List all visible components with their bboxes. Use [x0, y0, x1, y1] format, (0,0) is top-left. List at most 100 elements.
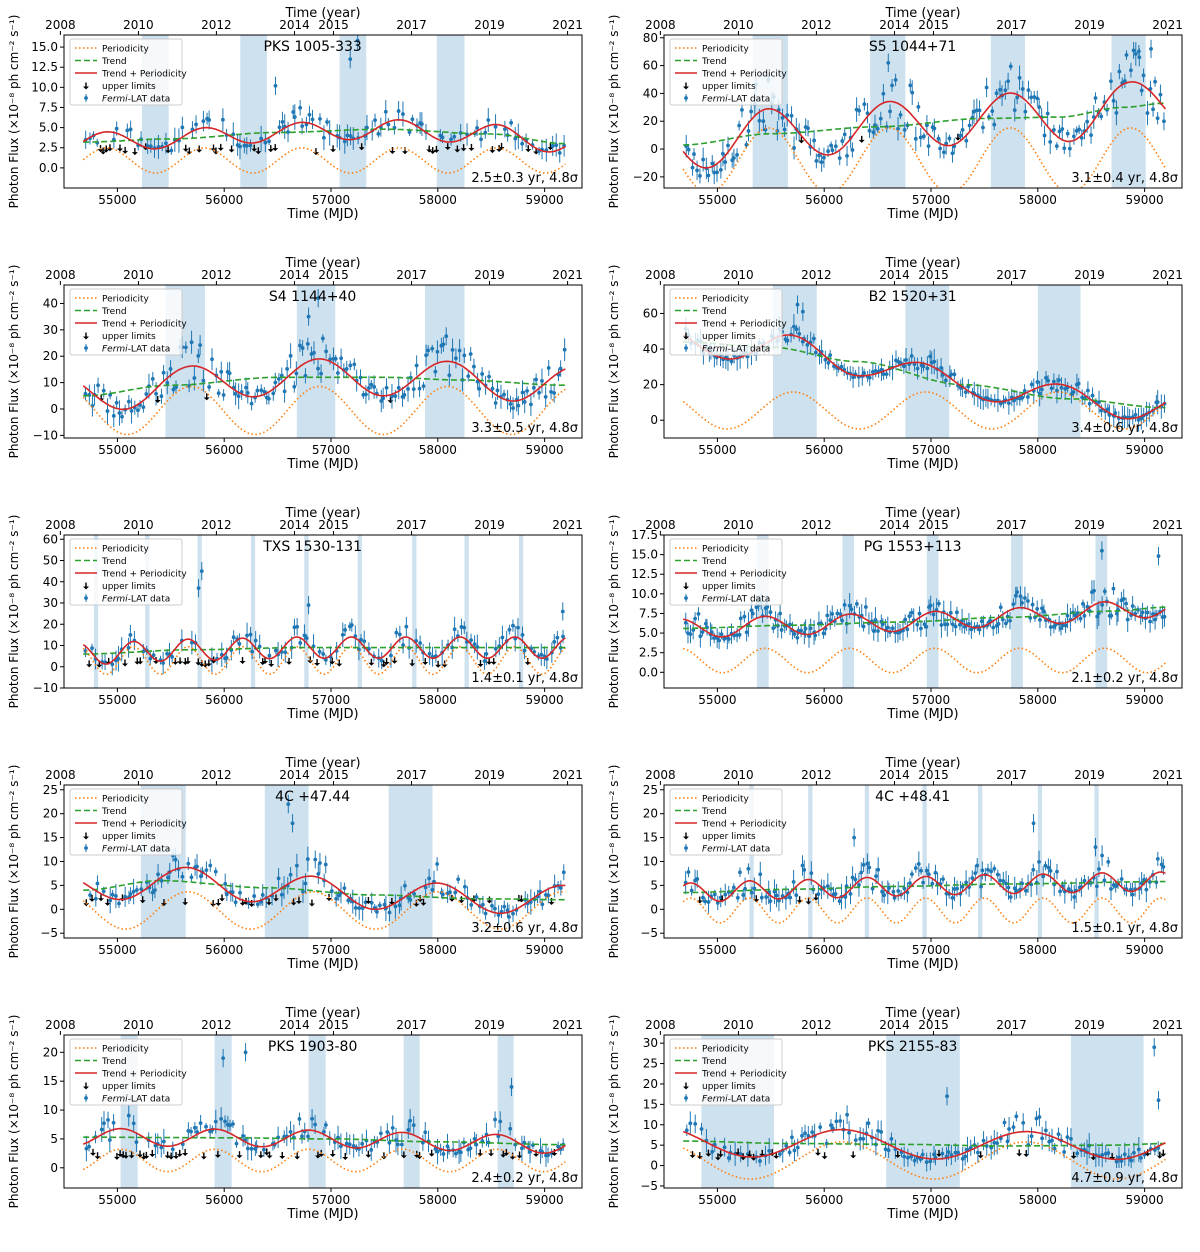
legend-data-swatch	[84, 1096, 88, 1100]
data-point	[472, 1137, 477, 1141]
shaded-band	[214, 1035, 232, 1188]
data-point	[995, 1141, 1000, 1145]
top-tick-label: 2015	[318, 518, 349, 532]
data-point	[406, 1128, 411, 1132]
data-point	[295, 624, 300, 629]
data-point	[480, 372, 485, 376]
upper-limit-arrow	[266, 1155, 273, 1159]
upper-limit-arrow	[533, 151, 540, 155]
data-point	[300, 1134, 304, 1139]
data-point	[1156, 554, 1161, 559]
data-point	[1121, 596, 1126, 601]
upper-limit-arrow	[330, 149, 337, 153]
shaded-band	[1037, 285, 1081, 438]
data-point	[552, 639, 557, 644]
data-point	[540, 379, 544, 383]
x-tick-label: 57000	[912, 943, 950, 957]
data-point	[1021, 1120, 1026, 1125]
data-point	[1042, 609, 1046, 614]
x-tick-label: 59000	[1126, 443, 1164, 457]
shaded-band	[1070, 1035, 1144, 1188]
data-point	[1008, 618, 1012, 623]
data-point	[960, 127, 965, 132]
upper-limit-arrow	[400, 1155, 407, 1159]
upper-limit-arrow	[267, 149, 274, 153]
data-point	[1075, 1151, 1080, 1156]
data-point	[195, 864, 199, 869]
data-point	[735, 895, 740, 900]
data-point	[778, 611, 783, 616]
data-point	[710, 1149, 715, 1154]
data-point	[749, 890, 754, 895]
data-point	[364, 392, 368, 397]
data-point	[511, 911, 515, 916]
legend-fermi-italic: Fermi	[102, 595, 128, 605]
y-tick-label: 15.0	[631, 548, 658, 562]
data-point	[508, 1126, 513, 1131]
data-point	[1011, 602, 1016, 607]
data-point	[318, 116, 322, 121]
data-point	[862, 102, 867, 107]
data-point	[912, 362, 917, 367]
data-point	[237, 641, 242, 646]
data-point	[550, 144, 555, 148]
upper-limit-arrow	[326, 897, 333, 901]
top-tick-label: 2017	[396, 518, 427, 532]
data-point	[881, 372, 886, 376]
data-point	[792, 146, 796, 150]
top-tick-label: 2012	[201, 18, 232, 32]
data-point	[397, 903, 402, 908]
top-tick-label: 2014	[879, 518, 910, 532]
data-point	[1037, 105, 1042, 109]
data-point	[93, 896, 98, 901]
data-point	[750, 611, 755, 616]
data-point	[303, 373, 308, 378]
data-point	[744, 630, 749, 635]
upper-limit-arrow	[977, 1155, 984, 1159]
top-tick-label: 2021	[552, 268, 583, 282]
data-point	[291, 110, 296, 114]
data-point	[853, 877, 858, 882]
x-tick-label: 56000	[805, 943, 843, 957]
data-point	[867, 128, 872, 133]
x-axis-label: Time (MJD)	[286, 1207, 358, 1222]
data-point	[297, 1117, 302, 1121]
legend-box	[69, 788, 183, 856]
data-point	[960, 1156, 965, 1161]
data-point	[213, 1119, 218, 1124]
data-point	[1071, 390, 1076, 394]
data-point	[1113, 884, 1118, 889]
data-point	[423, 885, 428, 890]
data-point	[1133, 52, 1138, 56]
y-axis-label: Photon Flux (×10⁻⁸ ph cm⁻² s⁻¹)	[607, 1015, 621, 1209]
data-point	[196, 586, 201, 591]
data-point	[1090, 393, 1095, 398]
data-point	[317, 649, 322, 654]
axes-frame	[663, 1034, 1183, 1189]
data-point	[875, 126, 880, 131]
data-point	[880, 889, 885, 894]
data-point	[369, 901, 374, 905]
y-tick-label: 5	[650, 1138, 658, 1152]
data-point	[749, 608, 754, 613]
data-point	[334, 896, 339, 901]
data-point	[250, 649, 255, 654]
data-point	[932, 126, 937, 131]
data-point	[279, 373, 284, 378]
y-tick-label: 10.0	[631, 587, 658, 601]
data-point	[696, 612, 701, 616]
y-tick-label: 0	[650, 413, 658, 427]
legend-label: Trend + Periodicity	[101, 320, 187, 330]
upper-limit-arrow	[308, 903, 315, 907]
x-tick-label: 57000	[312, 443, 350, 457]
y-tick-label: 25	[643, 1057, 658, 1071]
legend-fermi-italic: Fermi	[102, 845, 128, 855]
data-point	[128, 633, 133, 637]
top-tick-label: 2019	[1074, 268, 1105, 282]
top-tick-label: 2014	[879, 1018, 910, 1032]
legend-label: upper limits	[702, 832, 756, 842]
data-point	[393, 394, 398, 398]
data-point	[1092, 588, 1096, 593]
data-point	[435, 862, 440, 866]
